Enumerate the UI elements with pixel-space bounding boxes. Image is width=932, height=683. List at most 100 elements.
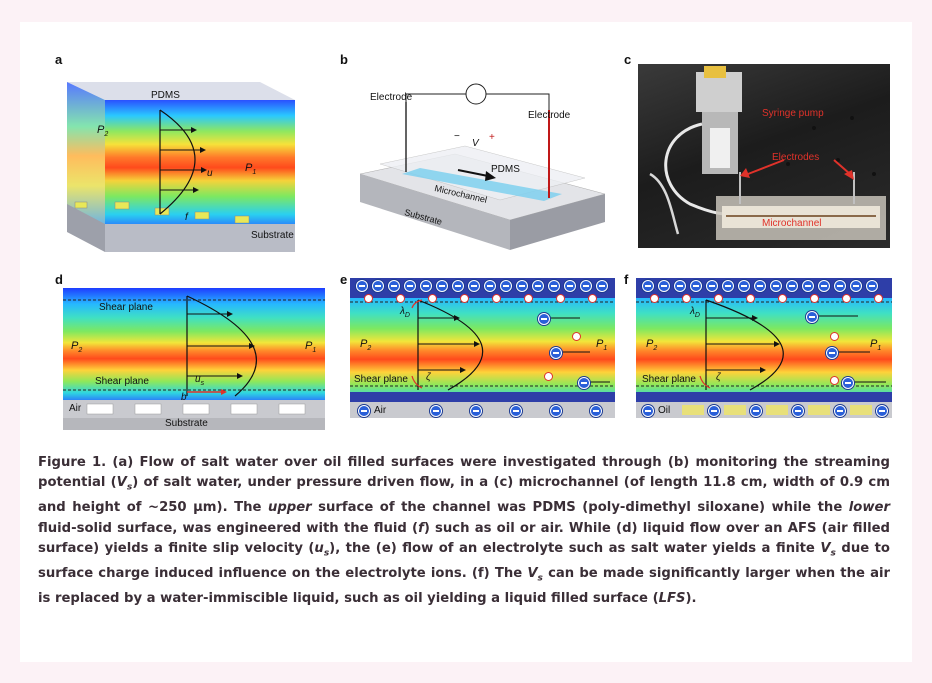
counterion-f-4 [746, 294, 755, 303]
panel-a-diagram [67, 82, 295, 252]
panel-b-meter: V [472, 138, 479, 149]
panel-f-oil: Oil [658, 405, 671, 416]
panel-f-shear: Shear plane [642, 374, 696, 385]
panel-a-substrate: Substrate [251, 230, 294, 241]
counterion-e-3 [428, 294, 437, 303]
panel-f-lambda: λD [690, 306, 700, 319]
counterion-f-6 [810, 294, 819, 303]
ion-e-t8 [468, 280, 480, 292]
ion-f-b1 [642, 405, 654, 417]
counterion-e-10 [544, 372, 553, 381]
panel-e-zeta: ζ [426, 372, 431, 383]
panel-d-us: us [195, 374, 205, 387]
panel-e-bottom-layer [350, 392, 615, 402]
counterion-e-2 [396, 294, 405, 303]
ion-f-b4 [792, 405, 804, 417]
ion-e-t3 [388, 280, 400, 292]
panel-f-zeta: ζ [716, 372, 721, 383]
ion-e-t10 [500, 280, 512, 292]
ion-e-b5 [550, 405, 562, 417]
counterion-f-5 [778, 294, 787, 303]
ion-e-b1 [358, 405, 370, 417]
panel-c-photo: Syringe pump Electrodes Microchannel [638, 64, 890, 248]
panel-a-f: f [185, 212, 188, 223]
counterion-e-7 [556, 294, 565, 303]
ion-f-t3 [674, 280, 686, 292]
ion-e-t13 [548, 280, 560, 292]
panel-d-p1: P1 [305, 340, 317, 355]
ion-f-t14 [850, 280, 862, 292]
panel-a: a [55, 52, 325, 252]
panel-d-air: Air [69, 403, 82, 414]
ion-f-t11 [802, 280, 814, 292]
ion-e-t5 [420, 280, 432, 292]
ion-e-t9 [484, 280, 496, 292]
panel-b-label: b [340, 52, 348, 67]
counterion-e-8 [588, 294, 597, 303]
ion-f-t12 [818, 280, 830, 292]
panel-e-profile [350, 299, 615, 391]
panel-d-flow [63, 288, 325, 402]
panel-c-syringe-pump: Syringe pump [762, 108, 824, 119]
ion-e-t7 [452, 280, 464, 292]
ion-e-t4 [404, 280, 416, 292]
panel-a-pdms: PDMS [151, 90, 180, 101]
ion-f-t6 [722, 280, 734, 292]
panel-d-substrate-label: Substrate [165, 418, 208, 429]
panel-d-label: d [55, 272, 63, 287]
ion-f-t2 [658, 280, 670, 292]
panel-b-minus: − [454, 131, 460, 142]
panel-f-profile [636, 299, 892, 415]
panel-f-label: f [624, 272, 629, 287]
panel-a-label: a [55, 52, 63, 67]
counterion-f-3 [714, 294, 723, 303]
panel-d-shear-bottom: Shear plane [95, 376, 149, 387]
panel-e-air-layer [350, 402, 615, 418]
counterion-f-8 [874, 294, 883, 303]
counterion-e-9 [572, 332, 581, 341]
panel-f-p2: P2 [646, 338, 658, 353]
panel-e: e [340, 272, 615, 432]
panel-e-p1: P1 [596, 338, 608, 353]
counterion-e-1 [364, 294, 373, 303]
ion-e-t16 [596, 280, 608, 292]
ion-e-t15 [580, 280, 592, 292]
ion-f-b5 [834, 405, 846, 417]
ion-f-b6 [876, 405, 888, 417]
ion-f-m3 [842, 377, 854, 389]
ion-e-m3 [578, 377, 590, 389]
panel-a-p2: P2 [97, 124, 109, 139]
ion-f-m2 [826, 347, 838, 359]
panel-b-pdms: PDMS [491, 164, 520, 175]
counterion-e-5 [492, 294, 501, 303]
panel-c-label: c [624, 52, 632, 67]
panel-e-label: e [340, 272, 348, 287]
ion-e-b6 [590, 405, 602, 417]
panel-e-shear: Shear plane [354, 374, 408, 385]
figure-caption: Figure 1. (a) Flow of salt water over oi… [38, 455, 890, 607]
ion-f-t7 [738, 280, 750, 292]
panel-d-p2: P2 [71, 340, 83, 355]
counterion-f-2 [682, 294, 691, 303]
panel-f: f [624, 272, 892, 432]
ion-f-t15 [866, 280, 878, 292]
ion-e-b4 [510, 405, 522, 417]
ion-e-t12 [532, 280, 544, 292]
panel-b-plus: + [489, 132, 495, 143]
panel-e-air: Air [374, 405, 387, 416]
panel-d: d Shear plane Shear plane P2 P1 us b [55, 272, 327, 432]
ion-f-b2 [708, 405, 720, 417]
panel-d-b: b [181, 392, 187, 403]
ion-e-b3 [470, 405, 482, 417]
counterion-f-11 [830, 376, 839, 385]
ion-e-t6 [436, 280, 448, 292]
panel-c-microchannel: Microchannel [762, 218, 822, 229]
ion-f-t8 [754, 280, 766, 292]
ion-e-t11 [516, 280, 528, 292]
ion-f-t4 [690, 280, 702, 292]
panel-b-electrode-left: Electrode [370, 92, 413, 103]
ion-e-m1 [538, 313, 550, 325]
panel-a-p1: P1 [245, 162, 257, 177]
panel-b-diagram [359, 83, 606, 250]
ion-f-t1 [642, 280, 654, 292]
